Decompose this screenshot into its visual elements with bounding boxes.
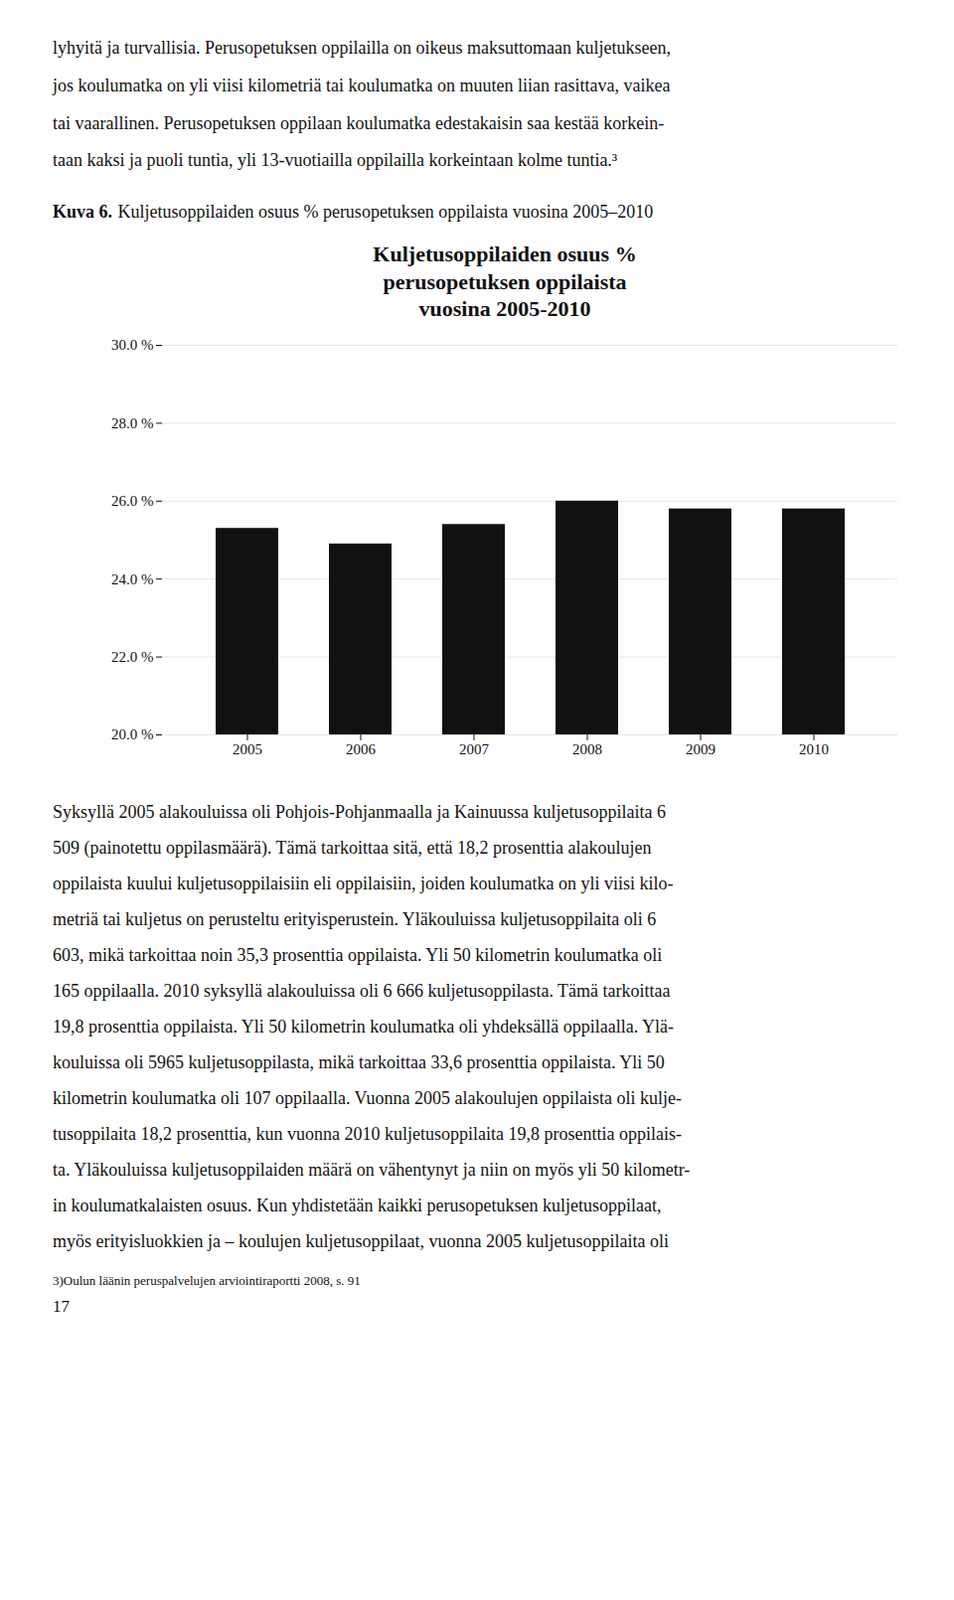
html-text:in koulumatkalaisten osuus. Ku: in koulumatkalaisten osuus. Kun yhdistet… bbox=[52, 1195, 662, 1216]
svg-text:2009: 2009 bbox=[685, 741, 716, 758]
svg-text:2008: 2008 bbox=[572, 741, 603, 758]
svg-text:24.0 %: 24.0 % bbox=[111, 570, 155, 587]
html-text:Kuva 6. Kuljetusoppilaiden osu: Kuva 6. Kuljetusoppilaiden osuus % perus… bbox=[52, 201, 654, 222]
html-text:lyhyitä ja turvallisia. Peruso: lyhyitä ja turvallisia. Perusopetuksen o… bbox=[52, 37, 671, 58]
html-text:myös erityisluokkien ja – koul: myös erityisluokkien ja – koulujen kulje… bbox=[52, 1230, 669, 1251]
html-text:509 (painotettu oppilasmäärä).: 509 (painotettu oppilasmäärä). Tämä tark… bbox=[52, 837, 652, 858]
html-text:ta. Yläkouluissa kuljetusoppil: ta. Yläkouluissa kuljetusoppilaiden määr… bbox=[52, 1159, 691, 1180]
svg-text:22.0 %: 22.0 % bbox=[111, 648, 155, 665]
svg-text:28.0 %: 28.0 % bbox=[111, 414, 155, 431]
svg-text:26.0 %: 26.0 % bbox=[111, 492, 155, 509]
html-text:jos koulumatka on yli viisi ki: jos koulumatka on yli viisi kilometriä t… bbox=[52, 75, 671, 96]
html-text:tusoppilaita 18,2 prosenttia,: tusoppilaita 18,2 prosenttia, kun vuonna… bbox=[52, 1123, 682, 1144]
html-text:oppilaista kuului kuljetusoppi: oppilaista kuului kuljetusoppilaisiin el… bbox=[52, 873, 674, 894]
html-text:tai vaarallinen. Perusopetukse: tai vaarallinen. Perusopetuksen oppilaan… bbox=[52, 112, 665, 133]
html-text:kouluissa oli 5965 kuljetusopp: kouluissa oli 5965 kuljetusoppilasta, mi… bbox=[52, 1052, 665, 1072]
html-text:603, mikä tarkoittaa noin 35,3: 603, mikä tarkoittaa noin 35,3 prosentti… bbox=[52, 944, 663, 965]
svg-text:2005: 2005 bbox=[232, 741, 263, 758]
html-text:17: 17 bbox=[52, 1296, 70, 1316]
svg-text:2006: 2006 bbox=[345, 741, 377, 758]
html-text:Kuljetusoppilaiden osuus % per: Kuljetusoppilaiden osuus % perusopetukse… bbox=[372, 241, 637, 322]
svg-text:2010: 2010 bbox=[798, 741, 829, 758]
html-text:165 oppilaalla. 2010 syksyllä: 165 oppilaalla. 2010 syksyllä alakouluis… bbox=[52, 980, 671, 1001]
html-text:taan kaksi ja puoli tuntia, yl: taan kaksi ja puoli tuntia, yli 13-vuoti… bbox=[52, 150, 618, 171]
html-text:kilometrin koulumatka oli 107: kilometrin koulumatka oli 107 oppilaalla… bbox=[52, 1087, 682, 1108]
html-text:19,8 prosenttia oppilaista. Yl: 19,8 prosenttia oppilaista. Yli 50 kilom… bbox=[52, 1016, 674, 1037]
svg-text:2007: 2007 bbox=[459, 741, 490, 758]
html-text:metriä tai kuljetus on peruste: metriä tai kuljetus on perusteltu erityi… bbox=[52, 908, 657, 929]
html-text:3)Oulun läänin peruspalvelujen: 3)Oulun läänin peruspalvelujen arviointi… bbox=[52, 1272, 361, 1288]
html-text:Syksyllä 2005 alakouluissa oli: Syksyllä 2005 alakouluissa oli Pohjois-P… bbox=[52, 801, 666, 822]
svg-text:20.0 %: 20.0 % bbox=[111, 726, 155, 743]
svg-text:30.0 %: 30.0 % bbox=[111, 336, 155, 353]
